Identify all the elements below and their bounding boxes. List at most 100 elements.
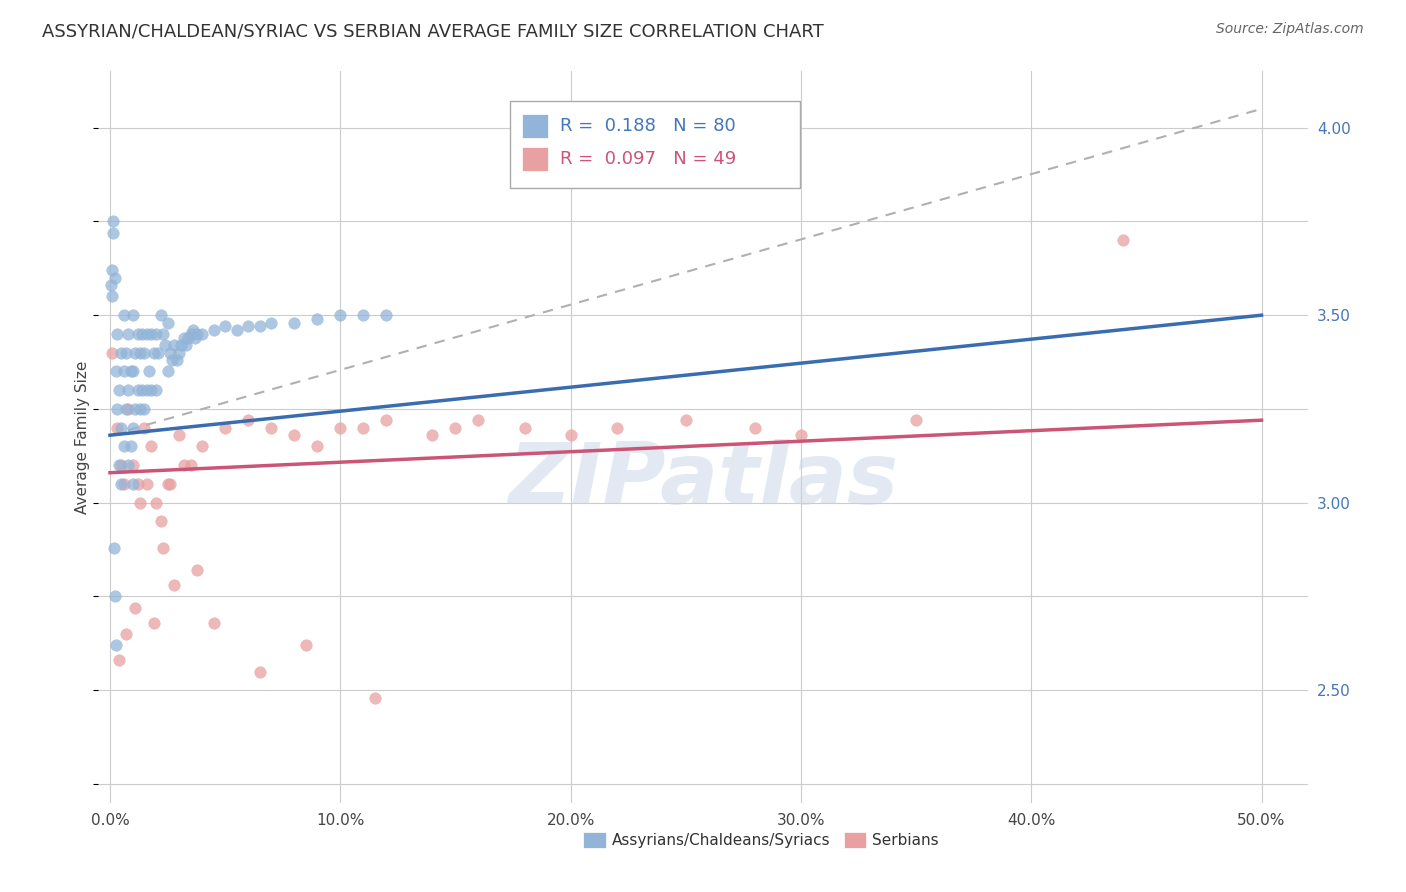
- FancyBboxPatch shape: [522, 146, 548, 171]
- Point: [186, 563, 208, 577]
- Point: [249, 665, 271, 679]
- Point: [294, 638, 316, 652]
- Point: [156, 316, 179, 330]
- Point: [352, 420, 374, 434]
- Point: [104, 364, 127, 378]
- Point: [110, 345, 132, 359]
- Point: [122, 477, 145, 491]
- Point: [173, 458, 195, 473]
- Point: [260, 316, 283, 330]
- Point: [110, 420, 132, 434]
- Point: [145, 496, 167, 510]
- Point: [103, 270, 125, 285]
- Point: [120, 440, 142, 454]
- Point: [101, 345, 124, 359]
- Point: [180, 326, 202, 341]
- Point: [307, 312, 329, 326]
- Point: [115, 345, 138, 359]
- Y-axis label: Average Family Size: Average Family Size: [75, 360, 90, 514]
- Point: [138, 364, 160, 378]
- Point: [122, 458, 145, 473]
- Point: [181, 323, 204, 337]
- Point: [364, 690, 387, 705]
- Point: [103, 541, 125, 555]
- Point: [283, 316, 305, 330]
- Point: [117, 401, 139, 416]
- Point: [180, 458, 202, 473]
- Point: [135, 477, 157, 491]
- Point: [202, 615, 225, 630]
- Point: [159, 477, 181, 491]
- Point: [329, 308, 352, 322]
- Point: [148, 345, 170, 359]
- Point: [128, 496, 150, 510]
- Point: [105, 401, 128, 416]
- Point: [105, 420, 128, 434]
- Point: [110, 477, 132, 491]
- Point: [141, 440, 163, 454]
- Point: [149, 308, 172, 322]
- Point: [283, 428, 305, 442]
- Point: [141, 326, 163, 341]
- Text: Source: ZipAtlas.com: Source: ZipAtlas.com: [1216, 22, 1364, 37]
- Point: [101, 263, 124, 277]
- Point: [1112, 233, 1135, 247]
- Text: Assyrians/Chaldeans/Syriacs: Assyrians/Chaldeans/Syriacs: [612, 833, 830, 847]
- Point: [163, 578, 186, 592]
- Point: [104, 590, 127, 604]
- Point: [191, 440, 214, 454]
- Point: [127, 383, 149, 397]
- Point: [155, 338, 177, 352]
- Point: [560, 428, 582, 442]
- Point: [352, 308, 374, 322]
- Point: [108, 383, 131, 397]
- Point: [307, 440, 329, 454]
- Point: [141, 383, 163, 397]
- Point: [166, 353, 188, 368]
- Point: [444, 420, 467, 434]
- Point: [163, 338, 186, 352]
- FancyBboxPatch shape: [522, 114, 548, 138]
- Point: [124, 345, 146, 359]
- Point: [177, 331, 200, 345]
- Point: [167, 428, 190, 442]
- Point: [236, 413, 259, 427]
- Point: [152, 541, 174, 555]
- Point: [249, 319, 271, 334]
- Point: [422, 428, 444, 442]
- Point: [105, 638, 128, 652]
- Point: [112, 364, 135, 378]
- Point: [135, 383, 157, 397]
- Point: [214, 319, 236, 334]
- Point: [128, 401, 150, 416]
- Point: [184, 331, 207, 345]
- Text: Serbians: Serbians: [872, 833, 938, 847]
- Point: [744, 420, 766, 434]
- Point: [131, 383, 153, 397]
- Point: [467, 413, 489, 427]
- Point: [202, 323, 225, 337]
- Point: [101, 289, 124, 303]
- Point: [105, 326, 128, 341]
- Point: [236, 319, 259, 334]
- Point: [790, 428, 813, 442]
- Point: [134, 401, 156, 416]
- Point: [122, 420, 145, 434]
- Point: [131, 326, 153, 341]
- Point: [214, 420, 236, 434]
- Point: [135, 326, 157, 341]
- Point: [167, 345, 190, 359]
- Point: [191, 326, 214, 341]
- Point: [134, 420, 156, 434]
- Point: [127, 326, 149, 341]
- Point: [112, 308, 135, 322]
- Point: [101, 226, 124, 240]
- Point: [159, 345, 181, 359]
- Point: [117, 326, 139, 341]
- Point: [103, 214, 125, 228]
- Point: [120, 364, 142, 378]
- Point: [124, 600, 146, 615]
- Point: [260, 420, 283, 434]
- Point: [108, 458, 131, 473]
- Point: [122, 308, 145, 322]
